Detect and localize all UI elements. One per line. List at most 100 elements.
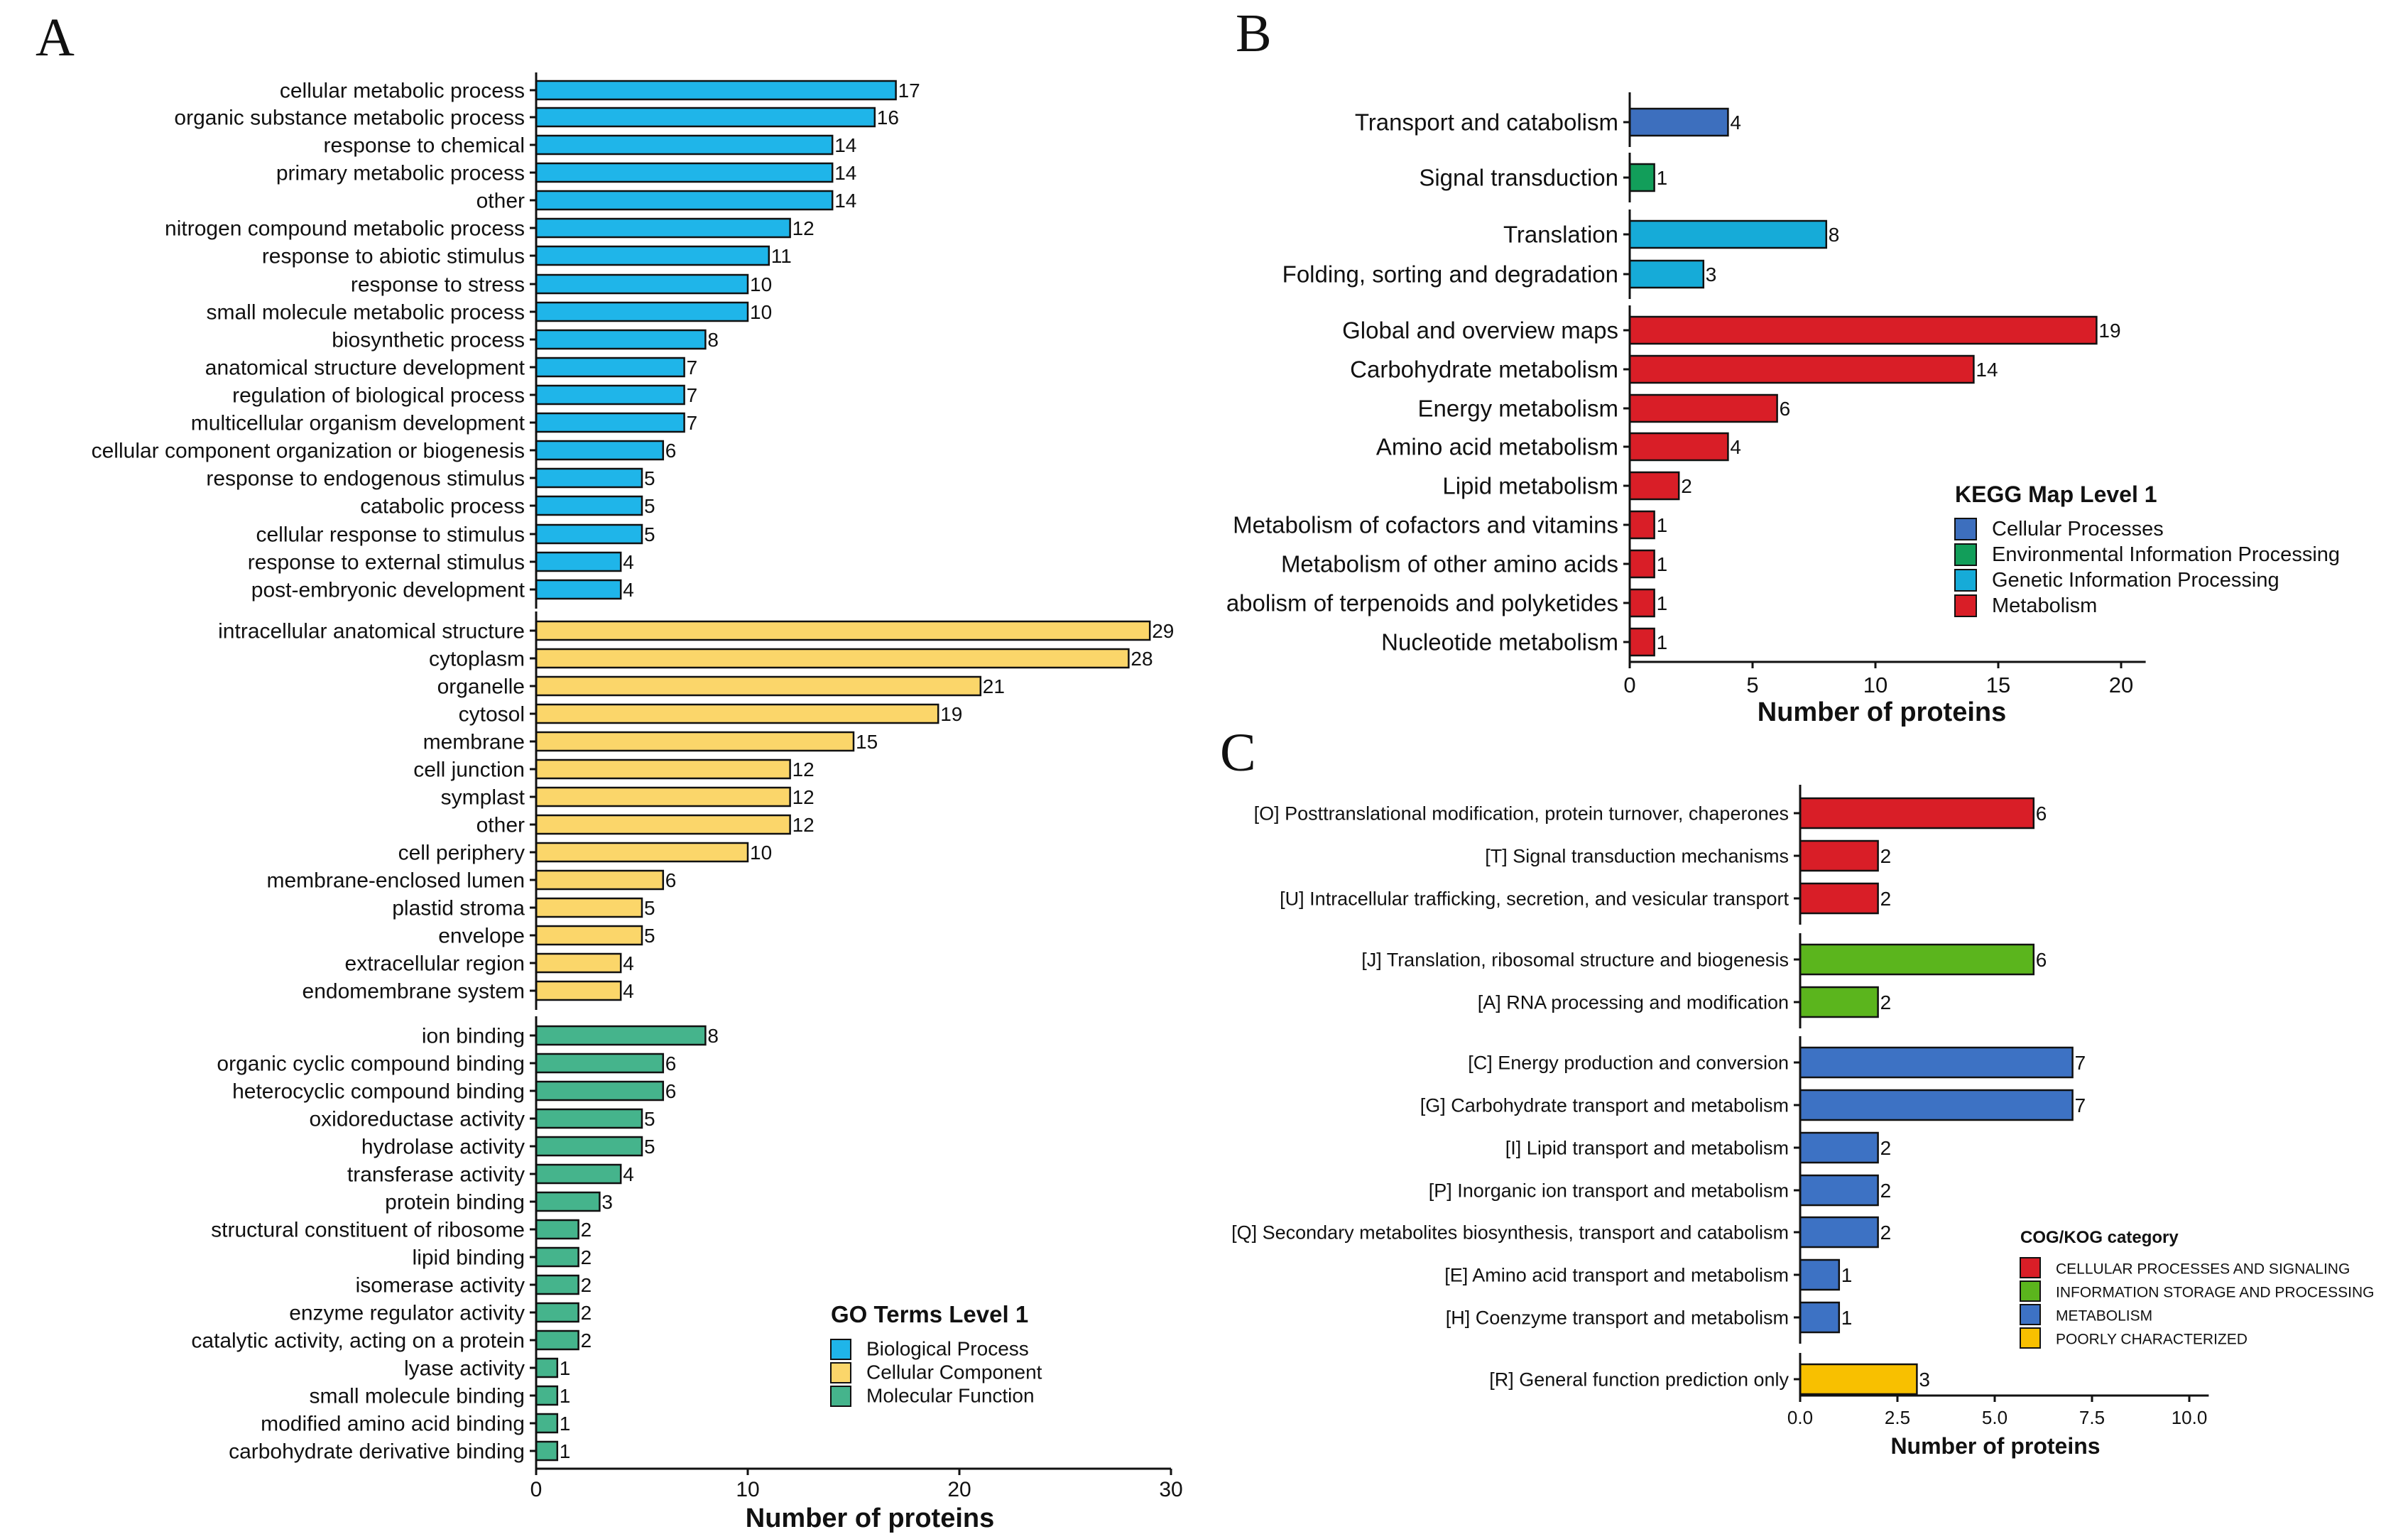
category-label: response to external stimulus (248, 551, 525, 575)
value-label: 2 (581, 1219, 592, 1241)
category-label: response to endogenous stimulus (206, 467, 525, 491)
bar-b-lipid-metabolism (1628, 471, 1680, 501)
category-label: [R] General function prediction only (1489, 1369, 1789, 1390)
bar-c-j-translation-ribosomal-structure-and-biogenesis (1799, 943, 2035, 976)
bar-c-c-energy-production-and-conversion (1799, 1046, 2074, 1079)
value-label: 4 (623, 551, 634, 573)
value-label: 16 (877, 107, 899, 129)
category-label: envelope (438, 925, 525, 948)
x-tick-label: 15 (1986, 673, 2010, 697)
category-label: cytoplasm (429, 648, 525, 671)
value-label: 1 (1657, 167, 1668, 189)
category-label: structural constituent of ribosome (211, 1219, 525, 1242)
category-label: [H] Coenzyme transport and metabolism (1446, 1307, 1789, 1328)
x-axis-title: Number of proteins (1758, 697, 2006, 727)
bar-b-translation (1628, 219, 1828, 249)
category-label: isomerase activity (356, 1274, 525, 1298)
bar-b-folding-sorting-and-degradation (1628, 259, 1705, 289)
panel-label-c: C (1220, 723, 1256, 783)
category-label: membrane (423, 731, 525, 754)
value-label: 1 (1841, 1264, 1853, 1286)
legend-label: Genetic Information Processing (1992, 569, 2279, 592)
legend-title: GO Terms Level 1 (831, 1301, 1028, 1327)
bar-a-oxidoreductase-activity (535, 1108, 643, 1129)
value-label: 8 (1829, 224, 1840, 246)
category-label: cell junction (413, 758, 525, 782)
bar-a-cell-junction (535, 758, 791, 780)
category-label: [G] Carbohydrate transport and metabolis… (1420, 1094, 1789, 1116)
value-label: 6 (2036, 949, 2047, 971)
bar-a-response-to-abiotic-stimulus (535, 245, 770, 266)
category-label: membrane-enclosed lumen (266, 869, 525, 893)
legend-label: POORLY CHARACTERIZED (2056, 1331, 2248, 1347)
cog-kog-chart: [O] Posttranslational modification, prot… (1231, 785, 2374, 1459)
category-label: cytosol (459, 703, 525, 727)
bar-b-abolism-of-terpenoids-and-polyketides (1628, 588, 1655, 618)
category-label: cellular component organization or bioge… (92, 440, 525, 463)
bar-a-structural-constituent-of-ribosome (535, 1219, 579, 1240)
value-label: 4 (623, 952, 634, 974)
value-label: 10 (750, 842, 772, 864)
legend-title: COG/KOG category (2020, 1228, 2179, 1247)
value-label: 5 (644, 1136, 655, 1158)
category-label: Lipid metabolism (1442, 473, 1618, 499)
x-tick-label: 30 (1159, 1478, 1182, 1501)
value-label: 10 (750, 273, 772, 295)
value-label: 12 (792, 786, 815, 808)
value-label: 6 (665, 1080, 677, 1102)
value-label: 2 (581, 1246, 592, 1268)
bar-a-response-to-chemical (535, 134, 834, 156)
value-label: 14 (834, 134, 856, 156)
value-label: 4 (1730, 112, 1741, 134)
category-label: [T] Signal transduction mechanisms (1485, 845, 1789, 866)
x-tick-label: 0 (530, 1478, 543, 1501)
value-label: 12 (792, 217, 815, 239)
legend-swatch-environmental-information-processing (1954, 543, 1977, 566)
value-label: 7 (2075, 1052, 2086, 1074)
bar-a-organic-substance-metabolic-process (535, 107, 876, 128)
bar-a-intracellular-anatomical-structure (535, 620, 1151, 641)
category-label: heterocyclic compound binding (232, 1080, 525, 1104)
bar-a-small-molecule-metabolic-process (535, 301, 749, 322)
x-tick-label: 5 (1746, 673, 1758, 697)
bar-c-h-coenzyme-transport-and-metabolism (1799, 1301, 1841, 1334)
category-label: Metabolism of other amino acids (1281, 551, 1618, 577)
bar-a-plastid-stroma (535, 897, 643, 918)
value-label: 1 (1657, 514, 1668, 536)
category-label: [I] Lipid transport and metabolism (1505, 1137, 1789, 1158)
bar-a-catalytic-activity-acting-on-a-protein (535, 1329, 579, 1351)
category-label: hydrolase activity (361, 1136, 525, 1159)
value-label: 12 (792, 758, 815, 781)
category-label: nitrogen compound metabolic process (165, 217, 525, 241)
bar-a-multicellular-organism-development (535, 412, 685, 433)
bar-a-endomembrane-system (535, 980, 622, 1001)
bar-a-cellular-response-to-stimulus (535, 523, 643, 545)
category-label: ion binding (422, 1025, 525, 1048)
bar-a-response-to-external-stimulus (535, 551, 622, 572)
value-label: 2 (581, 1274, 592, 1296)
value-label: 28 (1131, 648, 1153, 670)
category-label: organic substance metabolic process (174, 107, 525, 130)
legend-swatch-cellular-processes (1954, 518, 1977, 540)
category-label: Amino acid metabolism (1376, 434, 1618, 460)
category-label: response to abiotic stimulus (262, 245, 525, 268)
value-label: 11 (771, 245, 792, 267)
category-label: lyase activity (404, 1357, 525, 1381)
value-label: 8 (707, 1025, 719, 1047)
category-label: [J] Translation, ribosomal structure and… (1361, 949, 1789, 970)
legend-label: METABOLISM (2056, 1307, 2152, 1324)
legend-swatch-genetic-information-processing (1954, 569, 1977, 592)
panel-label-b: B (1236, 4, 1272, 63)
bar-a-enzyme-regulator-activity (535, 1302, 579, 1323)
value-label: 4 (623, 579, 634, 601)
bar-a-symplast (535, 786, 791, 807)
bar-a-cell-periphery (535, 842, 749, 863)
bar-a-extracellular-region (535, 952, 622, 974)
category-label: regulation of biological process (232, 384, 525, 408)
category-label: [C] Energy production and conversion (1468, 1052, 1789, 1073)
bar-a-cytoplasm (535, 648, 1130, 669)
value-label: 5 (644, 467, 655, 489)
bar-a-hydrolase-activity (535, 1136, 643, 1157)
x-tick-label: 10.0 (2172, 1407, 2208, 1428)
